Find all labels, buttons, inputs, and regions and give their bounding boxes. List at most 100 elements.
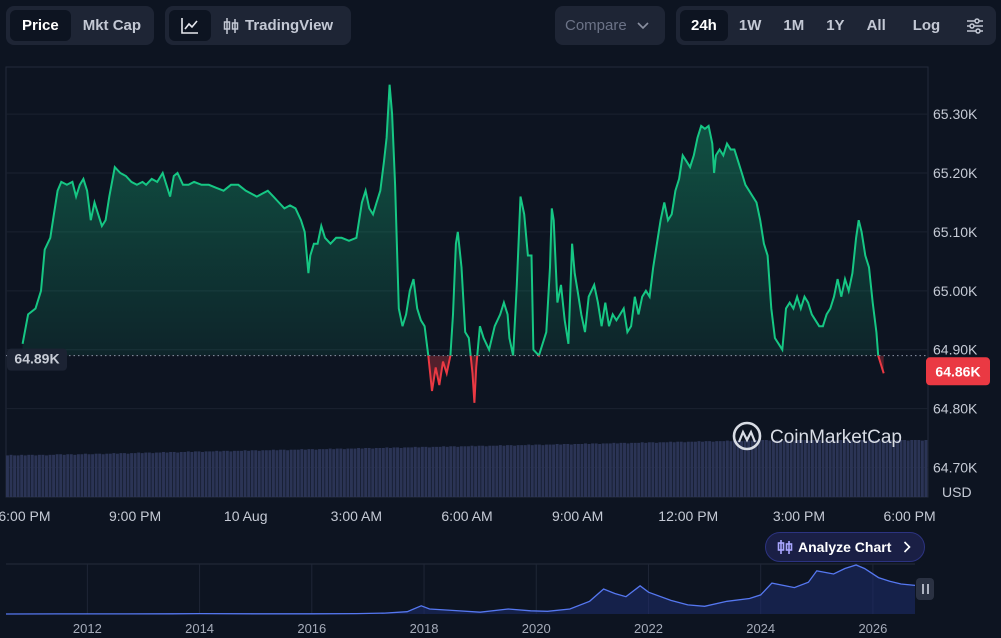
volume-bar <box>438 446 442 497</box>
volume-bar <box>41 454 45 497</box>
volume-bar <box>740 441 743 497</box>
volume-bar <box>62 454 66 497</box>
reference-price-tag: 64.89K <box>7 348 67 371</box>
volume-bar <box>569 444 573 497</box>
tradingview-button[interactable]: TradingView <box>211 10 341 41</box>
volume-bar <box>502 445 506 497</box>
volume-bar <box>835 440 839 497</box>
volume-bar <box>6 455 9 497</box>
x-tick-label: 6:00 AM <box>441 508 492 524</box>
navigator-handle[interactable] <box>916 578 934 600</box>
volume-bar <box>69 454 73 497</box>
volume-bar <box>484 446 488 497</box>
volume-bar <box>509 445 513 497</box>
volume-bar <box>750 440 754 497</box>
tab-price[interactable]: Price <box>10 10 71 41</box>
volume-bar <box>913 440 917 497</box>
log-scale-button[interactable]: Log <box>912 17 941 34</box>
volume-bar <box>328 448 332 497</box>
volume-bar <box>445 446 449 497</box>
volume-bar <box>623 442 626 497</box>
volume-bar <box>736 440 740 497</box>
volume-bar <box>683 442 687 497</box>
volume-bar <box>612 442 616 497</box>
coinmarketcap-logo-icon <box>732 421 762 451</box>
volume-bar <box>112 453 116 497</box>
volume-bar <box>247 450 251 497</box>
y-tick-label: 64.80K <box>933 401 978 417</box>
range-24h[interactable]: 24h <box>680 10 728 41</box>
volume-bar <box>396 447 400 497</box>
sliders-icon <box>967 17 984 34</box>
reference-price-value: 64.89K <box>14 351 59 367</box>
navigator-line <box>5 564 916 615</box>
chevron-down-icon <box>637 21 649 29</box>
chart-style-toggle: TradingView <box>165 6 351 45</box>
volume-bar <box>424 446 428 497</box>
volume-bar <box>754 440 758 497</box>
volume-bar <box>559 444 563 497</box>
range-1w[interactable]: 1W <box>738 17 762 34</box>
volume-bar <box>541 445 545 497</box>
volume-bar <box>573 443 577 497</box>
volume-bar <box>257 450 261 497</box>
y-tick-label: 64.70K <box>933 460 978 476</box>
line-chart-button[interactable] <box>169 10 211 41</box>
volume-bar <box>186 451 190 497</box>
volume-bar <box>669 441 673 497</box>
volume-bar <box>201 451 204 497</box>
x-tick-label: 10 Aug <box>224 508 268 524</box>
volume-bar <box>371 448 375 497</box>
navigator-year-label: 2012 <box>73 621 102 636</box>
compare-button[interactable]: Compare <box>555 10 659 41</box>
volume-bar <box>626 443 630 497</box>
current-price-tag: 64.86K <box>926 357 990 386</box>
range-1y[interactable]: 1Y <box>826 17 845 34</box>
volume-bar <box>899 440 903 497</box>
navigator-year-label: 2016 <box>297 621 326 636</box>
volume-bar <box>48 454 52 497</box>
volume-bar <box>236 450 240 497</box>
volume-bar <box>598 443 602 497</box>
volume-bar <box>527 444 531 497</box>
volume-bar <box>211 451 215 497</box>
volume-bar <box>27 454 31 497</box>
volume-bar <box>243 450 247 497</box>
volume-bar <box>179 451 183 497</box>
volume-bar <box>846 440 850 497</box>
volume-bar <box>360 448 364 497</box>
volume-bar <box>420 446 424 497</box>
volume-bar <box>477 445 481 497</box>
price-chart[interactable]: CoinMarketCap 64.70K 64.80K 64.90K 65.00K 65… <box>0 0 1001 530</box>
volume-bar <box>410 447 414 497</box>
volume-bar <box>513 445 517 497</box>
history-navigator[interactable]: 2012 2014 2016 2018 2020 2022 2024 2026 <box>0 548 1001 638</box>
volume-bar <box>364 447 368 497</box>
currency-label: USD <box>942 484 972 500</box>
volume-bar <box>452 446 456 497</box>
volume-bar <box>73 454 77 497</box>
volume-bar <box>697 441 701 497</box>
volume-bar <box>608 443 612 497</box>
volume-bar <box>66 454 70 497</box>
range-all[interactable]: All <box>866 17 886 34</box>
volume-bar <box>672 442 676 497</box>
tab-mkt-cap[interactable]: Mkt Cap <box>82 17 142 34</box>
volume-bar <box>435 446 439 497</box>
volume-bar <box>722 441 726 497</box>
range-1m[interactable]: 1M <box>783 17 805 34</box>
volume-bar <box>825 440 829 497</box>
volume-bar <box>601 443 605 497</box>
volume-bar <box>630 442 634 497</box>
volume-bar <box>307 449 311 497</box>
volume-bar <box>732 440 736 497</box>
volume-bar <box>534 444 538 497</box>
volume-bar <box>318 449 322 497</box>
analyze-chart-button[interactable]: Analyze Chart <box>765 532 925 562</box>
volume-bar <box>654 442 658 497</box>
volume-bar <box>353 448 357 497</box>
volume-bar <box>271 449 275 497</box>
candlestick-icon <box>777 540 793 554</box>
settings-button[interactable] <box>956 10 994 41</box>
volume-bar <box>644 442 648 497</box>
